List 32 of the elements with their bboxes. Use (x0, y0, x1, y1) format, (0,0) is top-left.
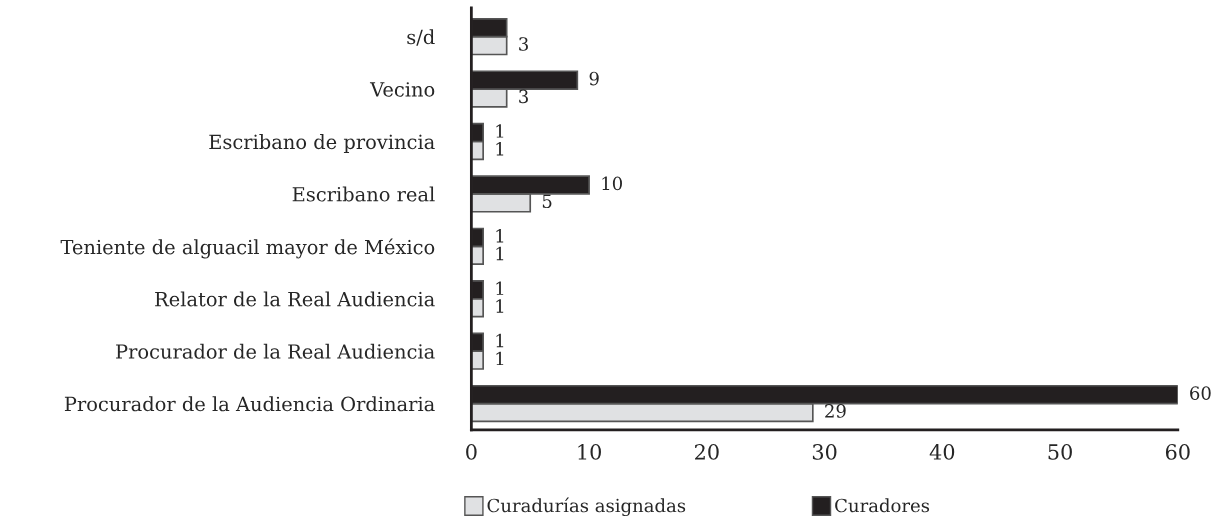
data-label: 3 (519, 89, 528, 104)
x-tick-label: 0 (466, 444, 477, 460)
data-label: 5 (542, 194, 552, 209)
y-tick-label: Procurador de la Real Audiencia (116, 343, 435, 359)
x-tick-label: 30 (812, 444, 837, 460)
y-tick-label: Teniente de alguacil mayor de México (60, 238, 435, 259)
x-tick-label: 40 (929, 444, 955, 460)
legend-label: Curadores (835, 498, 930, 513)
data-label: 10 (602, 176, 622, 191)
data-label: 1 (496, 141, 504, 156)
data-label: 1 (496, 124, 504, 138)
x-tick-label: 60 (1165, 444, 1190, 460)
data-label: 1 (496, 299, 504, 313)
y-tick-label: Relator de la Real Audiencia (155, 291, 435, 307)
data-label: 9 (589, 71, 599, 86)
x-tick-label: 10 (578, 444, 601, 460)
data-label: 1 (496, 281, 504, 295)
y-tick-label: Vecino (369, 82, 435, 97)
data-label: 60 (1190, 386, 1211, 400)
y-tick-label: s/d (407, 29, 435, 46)
y-tick-label: Escribano real (292, 186, 435, 202)
y-tick-label: Escribano de provincia (209, 134, 435, 153)
legend-label: Curadurías asignadas (487, 497, 686, 517)
data-label: 29 (825, 404, 846, 418)
data-label: 1 (496, 351, 504, 366)
x-tick-label: 50 (1048, 444, 1072, 460)
data-label: 3 (519, 37, 528, 51)
x-tick-label: 20 (695, 444, 719, 460)
data-label: 1 (496, 246, 504, 261)
data-label: 1 (496, 333, 504, 348)
y-tick-label: Procurador de la Audiencia Ordinaria (64, 396, 435, 412)
data-label: 1 (496, 229, 504, 243)
